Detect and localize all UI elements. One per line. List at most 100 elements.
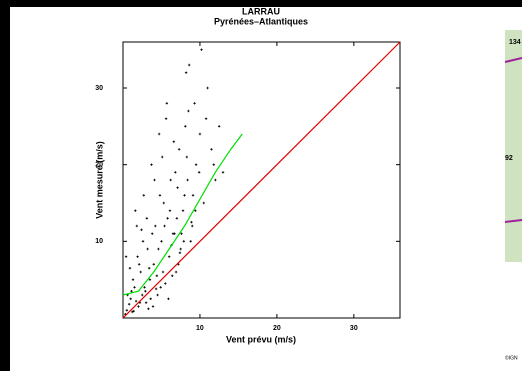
point [183, 240, 185, 242]
chart-title: LARRAU [242, 6, 280, 16]
point [139, 271, 141, 273]
point [159, 194, 161, 196]
point [165, 117, 167, 119]
y-tick-label: 10 [95, 238, 103, 245]
point [184, 125, 186, 127]
point [128, 303, 130, 305]
point [145, 301, 147, 303]
point [129, 267, 131, 269]
point [166, 102, 168, 104]
map-credit: ©IGN [505, 354, 518, 361]
point [153, 263, 155, 265]
point [138, 263, 140, 265]
point [126, 309, 128, 311]
y-tick-label: 20 [95, 162, 103, 169]
y-axis-label: Vent mesuré (m/s) [94, 141, 104, 219]
point [203, 202, 205, 204]
point [150, 298, 152, 300]
point [142, 240, 144, 242]
point [154, 225, 156, 227]
point [200, 48, 202, 50]
point [163, 202, 165, 204]
point [140, 229, 142, 231]
screen: 134 92 ©IGN LARRAU Pyrénées–Atlantiques … [0, 0, 522, 371]
point [141, 294, 143, 296]
point [185, 71, 187, 73]
point [199, 133, 201, 135]
point [130, 290, 132, 292]
point [160, 286, 162, 288]
point [160, 240, 162, 242]
point [187, 110, 189, 112]
point [149, 278, 151, 280]
map-label: 134 [509, 39, 521, 46]
point [169, 209, 171, 211]
point [205, 117, 207, 119]
point [195, 163, 197, 165]
point [176, 186, 178, 188]
point [158, 133, 160, 135]
point [176, 217, 178, 219]
x-tick-label: 30 [350, 325, 358, 332]
point [182, 209, 184, 211]
point [163, 225, 165, 227]
point [191, 225, 193, 227]
point [147, 308, 149, 310]
x-tick-label: 10 [196, 325, 204, 332]
point [190, 240, 192, 242]
point [136, 255, 138, 257]
point [164, 282, 166, 284]
point [156, 294, 158, 296]
page: {"chart_data": {"type": "scatter", "titl… [0, 0, 522, 371]
point [222, 171, 224, 173]
point [188, 64, 190, 66]
point [173, 232, 175, 234]
point [213, 163, 215, 165]
point [143, 194, 145, 196]
left-border [0, 0, 10, 371]
map-thumbnail [505, 30, 522, 262]
point [179, 252, 181, 254]
point [136, 225, 138, 227]
point [144, 290, 146, 292]
point [150, 163, 152, 165]
point [210, 148, 212, 150]
point [146, 248, 148, 250]
point [135, 300, 137, 302]
point [175, 271, 177, 273]
point [193, 102, 195, 104]
point [156, 275, 158, 277]
point [206, 87, 208, 89]
point [214, 179, 216, 181]
x-tick-label: 20 [273, 325, 281, 332]
point [167, 298, 169, 300]
point [183, 194, 185, 196]
point [125, 255, 127, 257]
point [162, 271, 164, 273]
point [192, 194, 194, 196]
point [218, 125, 220, 127]
point [186, 156, 188, 158]
point [137, 305, 139, 307]
point [133, 286, 135, 288]
point [134, 209, 136, 211]
x-axis-label: Vent prévu (m/s) [226, 334, 296, 344]
point [174, 171, 176, 173]
map-label: 92 [505, 155, 513, 162]
line [123, 42, 400, 318]
point [129, 298, 131, 300]
point [157, 248, 159, 250]
point [170, 179, 172, 181]
point [143, 286, 145, 288]
y-tick-label: 30 [95, 85, 103, 92]
point [132, 278, 134, 280]
point [178, 148, 180, 150]
point [151, 232, 153, 234]
point [186, 179, 188, 181]
point [180, 248, 182, 250]
point [146, 217, 148, 219]
point [166, 217, 168, 219]
point [171, 275, 173, 277]
point [155, 288, 157, 290]
point [190, 221, 192, 223]
